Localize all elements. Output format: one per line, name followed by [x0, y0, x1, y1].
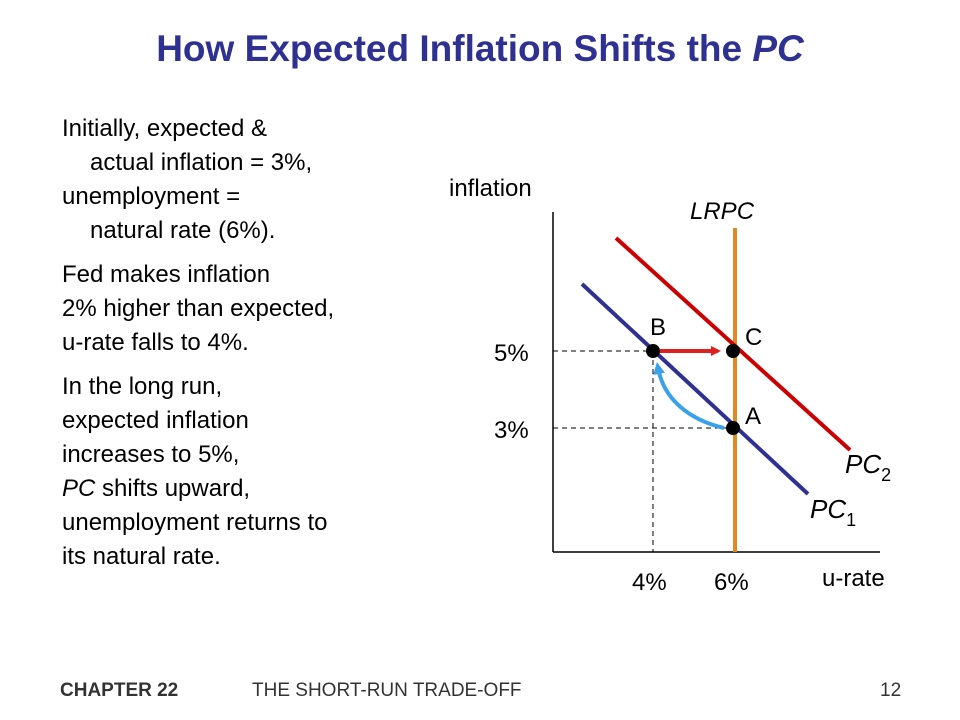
point-c-dot: [726, 344, 740, 358]
point-b-label: B: [650, 314, 666, 341]
p1-line1: Initially, expected &: [62, 115, 267, 142]
slide-footer: CHAPTER 22 THE SHORT-RUN TRADE-OFF 12: [0, 680, 960, 710]
slide-title: How Expected Inflation Shifts the PC: [0, 28, 960, 70]
paragraph-long-run: In the long run, expected inflation incr…: [62, 370, 452, 574]
x-axis-label: u-rate: [822, 565, 885, 592]
paragraph-fed: Fed makes inflation 2% higher than expec…: [62, 258, 452, 360]
p3-line4-rest: shifts upward,: [95, 475, 251, 502]
pc1-label-sub: 1: [846, 510, 856, 530]
tick-label-3pct: 3%: [494, 417, 529, 444]
explanation-text: Initially, expected & actual inflation =…: [62, 112, 452, 584]
pc1-label-main: PC: [810, 494, 846, 524]
slide-title-main: How Expected Inflation Shifts the: [156, 28, 743, 69]
pc2-label-main: PC: [845, 449, 881, 479]
y-axis-label: inflation: [449, 175, 532, 202]
pc1-curve: [580, 282, 810, 496]
tick-label-5pct: 5%: [494, 340, 529, 367]
p3-line3: increases to 5%,: [62, 441, 240, 468]
footer-subtitle: THE SHORT-RUN TRADE-OFF: [252, 680, 522, 701]
paragraph-initial: Initially, expected & actual inflation =…: [62, 112, 452, 248]
p2-line2: 2% higher than expected,: [62, 295, 335, 322]
point-b-dot: [646, 344, 660, 358]
p1-line4: natural rate (6%).: [90, 217, 276, 244]
p1-line2: actual inflation = 3%,: [90, 149, 313, 176]
point-a-dot: [726, 421, 740, 435]
p1-line3: unemployment =: [62, 183, 241, 210]
pc2-label: PC2: [845, 449, 891, 485]
tick-label-6pct: 6%: [714, 569, 749, 596]
p2-line1: Fed makes inflation: [62, 261, 271, 288]
pc2-label-sub: 2: [881, 465, 891, 485]
p3-line4: PC shifts upward,: [62, 472, 452, 506]
tick-label-4pct: 4%: [632, 569, 667, 596]
pc1-label: PC1: [810, 494, 856, 530]
p3-line2: expected inflation: [62, 407, 249, 434]
p3-line6: its natural rate.: [62, 543, 221, 570]
movement-arrow: [653, 362, 725, 430]
p2-line3: u-rate falls to 4%.: [62, 329, 249, 356]
p3-line4-italic: PC: [62, 475, 96, 502]
lrpc-label: LRPC: [690, 198, 755, 225]
footer-page-number: 12: [880, 680, 902, 701]
point-a-label: A: [745, 403, 761, 430]
point-c-label: C: [745, 324, 762, 351]
p3-line1: In the long run,: [62, 373, 223, 400]
slide-title-italic: PC: [752, 28, 804, 69]
p3-line5: unemployment returns to: [62, 509, 328, 536]
footer-chapter: CHAPTER 22: [60, 680, 179, 701]
